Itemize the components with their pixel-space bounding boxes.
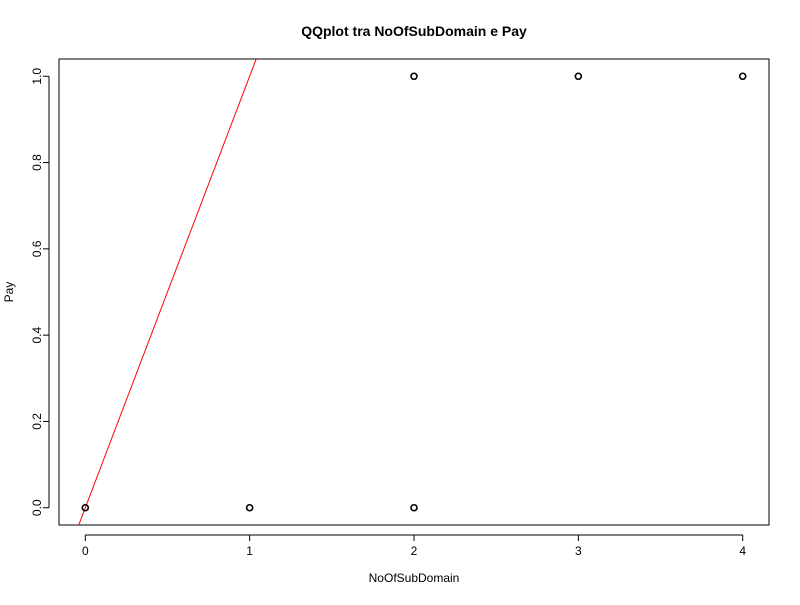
y-axis-label: Pay (2, 282, 16, 303)
data-point (81, 503, 90, 512)
y-tick-label: 0.6 (30, 240, 44, 257)
reference-line (78, 59, 257, 525)
x-tick-label: 1 (246, 544, 253, 558)
y-tick-label: 0.2 (30, 413, 44, 430)
x-tick-label: 4 (739, 544, 746, 558)
plot-area: 0 1 2 3 4 0.0 0.2 0.4 0.6 0.8 1.0 (30, 58, 770, 558)
y-tick-label: 0.4 (30, 326, 44, 343)
y-tick-label: 0.8 (30, 154, 44, 171)
y-tick-label: 1.0 (30, 68, 44, 85)
data-point (574, 72, 583, 81)
data-point (410, 72, 418, 81)
x-tick-label: 2 (411, 544, 418, 558)
x-axis-label: NoOfSubDomain (369, 571, 460, 585)
plot-frame (58, 58, 770, 526)
chart-title: QQplot tra NoOfSubDomain e Pay (301, 23, 527, 39)
data-point (738, 72, 747, 81)
x-tick-label: 3 (575, 544, 582, 558)
data-point (410, 503, 418, 512)
x-tick-label: 0 (82, 544, 89, 558)
data-point (245, 503, 254, 512)
y-tick-label: 0.0 (30, 499, 44, 516)
